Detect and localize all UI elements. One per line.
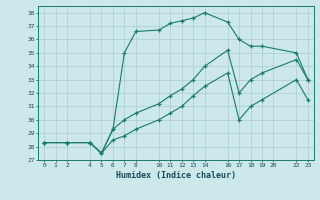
- X-axis label: Humidex (Indice chaleur): Humidex (Indice chaleur): [116, 171, 236, 180]
